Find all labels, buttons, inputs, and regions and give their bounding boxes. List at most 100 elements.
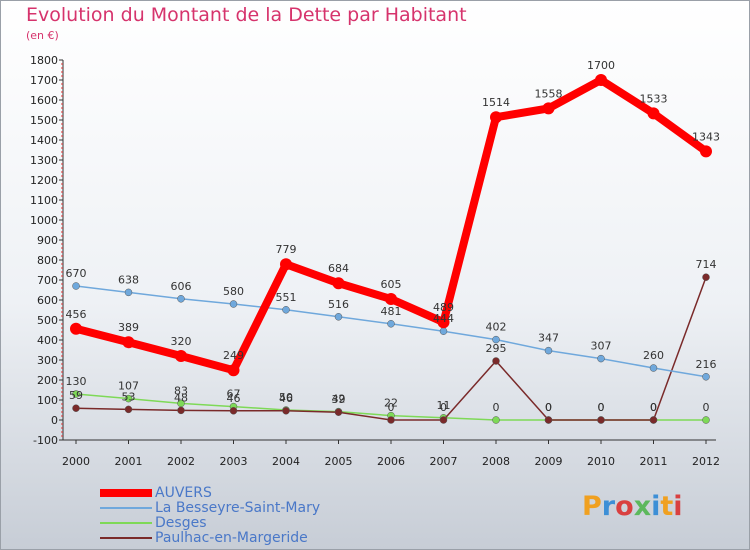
data-point-auvers: [385, 293, 397, 305]
data-label-desges: 0: [650, 401, 657, 414]
data-point-paulhac-en-margeride: [387, 416, 395, 424]
y-tick-label: 300: [37, 354, 58, 367]
x-tick-label: 2012: [692, 455, 720, 468]
data-label-paulhac-en-margeride: 0: [650, 401, 657, 414]
chart-subtitle: (en €): [26, 29, 59, 42]
y-tick-label: 700: [37, 274, 58, 287]
y-tick-label: 200: [37, 374, 58, 387]
data-point-la-besseyre-saint-mary: [439, 327, 448, 335]
data-label-auvers: 1533: [640, 92, 668, 105]
data-point-la-besseyre-saint-mary: [229, 300, 238, 308]
data-label-desges: 22: [384, 397, 398, 410]
data-label-paulhac-en-margeride: 39: [332, 393, 346, 406]
data-label-desges: 83: [174, 384, 188, 397]
legend-label-auvers: AUVERS: [155, 485, 212, 501]
y-tick-label: 1800: [30, 54, 58, 67]
x-tick-label: 2003: [220, 455, 248, 468]
data-label-desges: 11: [437, 399, 451, 412]
proxiti-logo: Proxiti: [582, 491, 683, 522]
data-label-auvers: 605: [381, 278, 402, 291]
legend-label-paulhac: Paulhac-en-Margeride: [155, 530, 308, 546]
data-point-auvers: [70, 322, 82, 335]
data-label-la-besseyre-saint-mary: 260: [643, 349, 664, 362]
data-label-la-besseyre-saint-mary: 481: [381, 305, 402, 318]
data-label-auvers: 684: [328, 262, 349, 275]
y-tick-label: 1400: [30, 134, 58, 147]
x-tick-label: 2009: [535, 455, 563, 468]
x-tick-label: 2004: [272, 455, 300, 468]
svg-text:Proxiti: Proxiti: [582, 491, 683, 522]
legend-item-la-besseyre: La Besseyre-Saint-Mary: [100, 500, 420, 516]
data-point-paulhac-en-margeride: [177, 406, 185, 415]
chart-title: Evolution du Montant de la Dette par Hab…: [26, 4, 467, 26]
data-point-la-besseyre-saint-mary: [649, 364, 658, 372]
data-label-la-besseyre-saint-mary: 606: [171, 280, 192, 293]
data-point-la-besseyre-saint-mary: [282, 306, 290, 314]
data-label-auvers: 1343: [692, 130, 720, 143]
legend-swatch-la-besseyre: [100, 507, 152, 509]
data-label-paulhac-en-margeride: 46: [227, 392, 241, 405]
data-label-paulhac-en-margeride: 53: [122, 390, 136, 403]
data-label-auvers: 456: [66, 308, 87, 321]
y-tick-label: 500: [37, 314, 58, 327]
data-label-la-besseyre-saint-mary: 638: [118, 273, 139, 286]
data-label-auvers: 320: [171, 335, 192, 348]
data-label-paulhac-en-margeride: 0: [388, 401, 395, 414]
data-point-la-besseyre-saint-mary: [334, 313, 343, 321]
data-point-la-besseyre-saint-mary: [492, 335, 500, 344]
data-label-la-besseyre-saint-mary: 402: [486, 321, 507, 334]
legend-swatch-auvers: [100, 489, 152, 497]
data-label-auvers: 1514: [482, 96, 510, 109]
data-point-desges: [702, 416, 710, 424]
data-label-auvers: 1700: [587, 59, 615, 72]
data-label-desges: 130: [66, 375, 87, 388]
y-tick-label: 1100: [30, 194, 58, 207]
legend-item-auvers: AUVERS: [100, 485, 420, 501]
data-label-desges: 0: [598, 401, 605, 414]
data-point-paulhac-en-margeride: [649, 416, 658, 424]
data-label-paulhac-en-margeride: 0: [440, 401, 447, 414]
data-point-la-besseyre-saint-mary: [597, 354, 605, 363]
y-tick-label: -100: [33, 434, 58, 447]
data-point-desges: [492, 416, 500, 424]
data-label-auvers: 389: [118, 321, 139, 334]
x-tick-label: 2005: [325, 455, 353, 468]
data-point-auvers: [175, 350, 187, 362]
x-tick-label: 2002: [167, 455, 195, 468]
data-point-auvers: [542, 102, 555, 115]
data-label-desges: 0: [703, 401, 710, 414]
data-label-la-besseyre-saint-mary: 307: [591, 340, 612, 353]
x-tick-label: 2001: [115, 455, 143, 468]
data-label-paulhac-en-margeride: 714: [696, 258, 717, 271]
data-label-auvers: 249: [223, 349, 244, 362]
data-point-la-besseyre-saint-mary: [387, 320, 395, 328]
data-point-auvers: [700, 145, 712, 158]
y-tick-label: 1200: [30, 174, 58, 187]
data-label-desges: 0: [493, 401, 500, 414]
data-point-auvers: [122, 336, 135, 349]
data-point-la-besseyre-saint-mary: [72, 282, 80, 290]
y-tick-label: 1600: [30, 94, 58, 107]
data-label-desges: 42: [332, 393, 346, 406]
y-tick-label: 1300: [30, 154, 58, 167]
y-tick-label: 800: [37, 254, 58, 267]
y-tick-label: 600: [37, 294, 58, 307]
legend-label-la-besseyre: La Besseyre-Saint-Mary: [155, 500, 321, 516]
data-point-la-besseyre-saint-mary: [177, 295, 185, 303]
legend-swatch-paulhac: [100, 537, 152, 539]
data-point-paulhac-en-margeride: [439, 416, 448, 424]
data-point-auvers: [437, 316, 450, 329]
y-tick-label: 0: [51, 414, 58, 427]
data-point-la-besseyre-saint-mary: [124, 288, 133, 297]
x-tick-label: 2000: [62, 455, 90, 468]
y-tick-label: 1700: [30, 74, 58, 87]
x-tick-label: 2007: [430, 455, 458, 468]
data-point-auvers: [280, 258, 292, 271]
x-tick-label: 2011: [640, 455, 668, 468]
data-label-auvers: 489: [433, 301, 454, 314]
data-label-la-besseyre-saint-mary: 347: [538, 332, 559, 345]
data-point-la-besseyre-saint-mary: [702, 373, 710, 381]
data-point-paulhac-en-margeride: [124, 405, 133, 414]
data-label-auvers: 779: [276, 243, 297, 256]
